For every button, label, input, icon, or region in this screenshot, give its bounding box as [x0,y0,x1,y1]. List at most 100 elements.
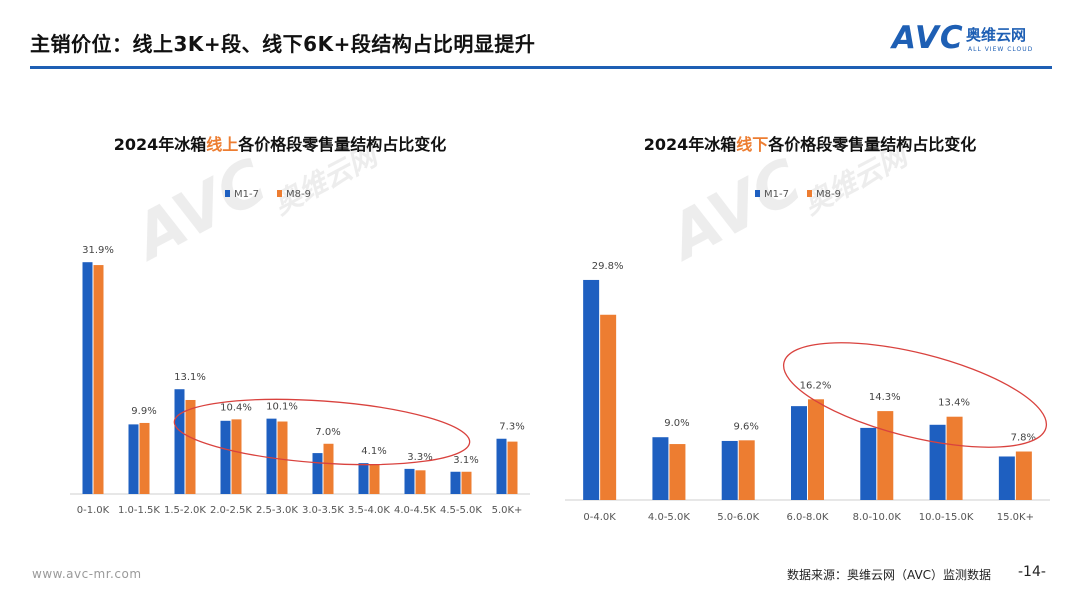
offline-price-chart: AVC 奥维云网 2024年冰箱线下各价格段零售量结构占比变化 M1-7 M8-9 29.… [560,120,1060,520]
x-tick-label: 10.0-15.0K [919,512,974,520]
bar-group: 29.8% 0-4.0K [583,261,624,520]
bar-group: 7.8% 15.0K+ [997,433,1036,520]
bar-m1-7 [998,456,1015,500]
footer-url: www.avc-mr.com [32,567,142,581]
data-label: 14.3% [869,392,901,403]
highlight-oval [782,342,1048,448]
bar-m8-9 [507,441,518,494]
x-tick-label: 4.0-4.5K [394,505,436,516]
bar-m1-7 [652,437,669,500]
data-label: 9.0% [664,418,689,429]
chart-title: 2024年冰箱线下各价格段零售量结构占比变化 [644,135,977,154]
data-label: 7.3% [499,422,524,433]
bar-group: 31.9% 0-1.0K [77,245,114,516]
x-tick-label: 0-4.0K [583,512,616,520]
data-label: 7.8% [1011,433,1036,444]
bar-group: 10.1% 2.5-3.0K [256,402,298,516]
bar-m8-9 [669,444,686,500]
x-tick-label: 6.0-8.0K [787,512,829,520]
x-tick-label: 4.5-5.0K [440,505,482,516]
chart-title-prefix: 2024年冰箱 [114,135,207,154]
legend-label: M8-9 [286,189,311,200]
page-number: -14- [1018,564,1046,580]
data-label: 7.0% [315,427,340,438]
bar-m8-9 [1015,451,1032,500]
header-divider [30,66,1052,69]
bar-m8-9 [323,443,334,494]
bar-m8-9 [369,464,380,494]
data-label: 3.1% [453,455,478,466]
bar-m8-9 [231,419,242,494]
chart-title-suffix: 各价格段零售量结构占比变化 [237,135,446,154]
data-label: 10.1% [266,402,298,413]
data-label: 29.8% [592,261,624,272]
bar-m1-7 [312,453,323,494]
data-label: 13.4% [938,398,970,409]
x-tick-label: 0-1.0K [77,505,110,516]
chart-title-highlight: 线上 [206,135,238,154]
data-label: 4.1% [361,446,386,457]
bar-m8-9 [600,314,617,500]
bar-m1-7 [174,389,185,494]
bar-m1-7 [721,440,738,500]
bar-group: 16.2% 6.0-8.0K [787,380,832,520]
chart-title-highlight: 线下 [736,135,768,154]
bar-m8-9 [946,416,963,500]
logo-en-name: ALL VIEW CLOUD [968,46,1034,53]
bar-group: 3.3% 4.0-4.5K [394,452,436,516]
legend-swatch-m1-7 [225,190,230,197]
page-title: 主销价位：线上3K+段、线下6K+段结构占比明显提升 [30,32,536,56]
bar-group: 3.1% 4.5-5.0K [440,455,482,516]
x-tick-label: 15.0K+ [997,512,1034,520]
bar-m8-9 [808,399,824,500]
bar-group: 13.4% 10.0-15.0K [919,398,974,520]
data-label: 13.1% [174,372,206,383]
data-label: 9.9% [131,406,156,417]
legend-label: M1-7 [764,189,789,200]
bar-group: 9.0% 4.0-5.0K [648,418,690,520]
bar-m8-9 [738,440,755,500]
data-label: 16.2% [800,380,832,391]
bar-group: 7.0% 3.0-3.5K [302,427,344,516]
data-label: 10.4% [220,402,252,413]
x-tick-label: 3.5-4.0K [348,505,390,516]
bar-m1-7 [82,262,93,494]
data-source-note: 数据来源：奥维云网（AVC）监测数据 [787,568,992,582]
data-label: 9.6% [734,421,759,432]
bar-m8-9 [93,265,104,494]
bar-m1-7 [358,463,369,494]
x-tick-label: 2.5-3.0K [256,505,298,516]
chart-title-prefix: 2024年冰箱 [644,135,737,154]
online-price-chart: AVC 奥维云网 2024年冰箱线上各价格段零售量结构占比变化 M1-7 M8-9 31.… [20,120,540,520]
bar-m1-7 [266,418,277,494]
x-tick-label: 2.0-2.5K [210,505,252,516]
x-tick-label: 3.0-3.5K [302,505,344,516]
logo-mark: AVC [892,20,964,56]
bar-group: 4.1% 3.5-4.0K [348,446,390,516]
bar-group: 7.3% 5.0K+ [492,422,525,516]
bar-group: 10.4% 2.0-2.5K [210,402,252,516]
chart-legend: M1-7 M8-9 [225,189,311,200]
data-label: 31.9% [82,245,114,256]
bar-m1-7 [404,468,415,494]
bar-m8-9 [877,411,894,500]
bar-group: 9.6% 5.0-6.0K [717,421,759,520]
chart-title-suffix: 各价格段零售量结构占比变化 [767,135,976,154]
legend-swatch-m8-9 [277,190,282,197]
legend-swatch-m1-7 [755,190,760,197]
bar-m1-7 [450,471,461,494]
logo-cn-name: 奥维云网 [966,26,1027,44]
chart-legend: M1-7 M8-9 [755,189,841,200]
legend-swatch-m8-9 [807,190,812,197]
highlight-oval [173,398,471,466]
svg-text:AVC: AVC [118,144,278,275]
chart-title: 2024年冰箱线上各价格段零售量结构占比变化 [114,135,447,154]
svg-text:AVC: AVC [653,144,813,275]
bar-group: 9.9% 1.0-1.5K [118,406,160,516]
bar-m1-7 [583,279,600,500]
bar-m1-7 [496,438,507,494]
